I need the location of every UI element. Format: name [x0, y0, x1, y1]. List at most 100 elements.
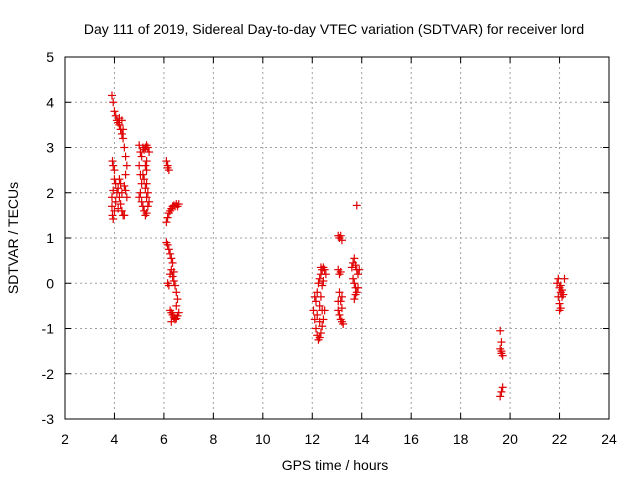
data-point	[163, 213, 172, 222]
data-point	[108, 157, 117, 166]
data-point	[310, 315, 319, 324]
data-point	[318, 281, 327, 290]
data-point	[315, 317, 324, 326]
data-point	[116, 200, 125, 209]
data-point	[169, 276, 178, 285]
x-tick-label: 20	[502, 431, 518, 447]
data-point	[142, 193, 151, 202]
data-point	[166, 306, 175, 315]
data-point	[335, 310, 344, 319]
x-tick-label: 18	[453, 431, 469, 447]
data-point	[174, 308, 183, 317]
axis-ticks	[64, 56, 610, 420]
x-tick-label: 24	[601, 431, 617, 447]
data-point	[109, 214, 118, 223]
data-point	[174, 200, 183, 209]
data-point	[319, 276, 328, 285]
data-point	[107, 193, 116, 202]
data-point	[339, 319, 348, 328]
data-point	[121, 170, 130, 179]
data-point	[117, 116, 126, 125]
data-point	[166, 249, 175, 258]
x-tick-label: 14	[354, 431, 370, 447]
data-point	[349, 274, 358, 283]
data-point	[168, 272, 177, 281]
data-point	[138, 170, 147, 179]
data-point	[137, 197, 146, 206]
data-point	[336, 231, 345, 240]
data-point	[337, 292, 346, 301]
data-point	[121, 152, 130, 161]
y-tick-label: 3	[46, 140, 54, 156]
data-point	[115, 175, 124, 184]
chart-title: Day 111 of 2019, Sidereal Day-to-day VTE…	[84, 21, 584, 37]
data-point	[145, 148, 154, 157]
data-point	[141, 184, 150, 193]
data-point	[313, 310, 322, 319]
data-point	[555, 299, 564, 308]
data-point	[172, 301, 181, 310]
x-tick-label: 10	[255, 431, 271, 447]
x-tick-label: 4	[111, 431, 119, 447]
data-point	[316, 263, 325, 272]
data-point	[137, 152, 146, 161]
data-point	[143, 143, 152, 152]
data-point	[354, 270, 363, 279]
data-point	[321, 270, 330, 279]
data-point	[558, 286, 567, 295]
data-point	[310, 292, 319, 301]
data-point	[498, 383, 507, 392]
y-tick-label: 4	[46, 94, 54, 110]
data-point	[315, 301, 324, 310]
data-point	[315, 333, 324, 342]
data-point	[497, 347, 506, 356]
data-point	[110, 166, 119, 175]
data-point	[559, 290, 568, 299]
y-tick-label: -3	[42, 411, 55, 427]
data-point	[164, 281, 173, 290]
data-point	[355, 265, 364, 274]
data-point	[162, 218, 171, 227]
data-point	[142, 209, 151, 218]
x-tick-label: 12	[304, 431, 320, 447]
data-point	[167, 317, 176, 326]
data-point	[135, 193, 144, 202]
y-tick-label: -1	[42, 321, 55, 337]
data-point	[120, 143, 129, 152]
y-tick-label: 2	[46, 185, 54, 201]
data-points	[107, 91, 569, 401]
y-tick-labels: -3 -2 -1 0 1 2 3 4 5	[42, 49, 55, 427]
data-point	[497, 338, 506, 347]
data-point	[119, 125, 128, 134]
data-point	[115, 193, 124, 202]
data-point	[554, 292, 563, 301]
data-point	[496, 392, 505, 401]
data-point	[121, 186, 130, 195]
data-point	[351, 290, 360, 299]
data-point	[109, 161, 118, 170]
data-point	[136, 188, 145, 197]
y-tick-label: -2	[42, 366, 55, 382]
data-point	[313, 288, 322, 297]
data-point	[318, 306, 327, 315]
data-point	[110, 107, 119, 116]
data-point	[164, 245, 173, 254]
data-point	[350, 295, 359, 304]
data-point	[498, 351, 507, 360]
data-point	[143, 202, 152, 211]
data-point	[334, 306, 343, 315]
data-point	[168, 258, 177, 267]
data-point	[140, 175, 149, 184]
data-point	[114, 204, 123, 213]
x-tick-label: 16	[403, 431, 419, 447]
data-point	[350, 279, 359, 288]
data-point	[135, 161, 144, 170]
x-tick-label: 8	[209, 431, 217, 447]
data-point	[117, 129, 126, 138]
data-point	[350, 254, 359, 263]
data-point	[316, 329, 325, 338]
data-point	[142, 179, 151, 188]
data-point	[120, 181, 129, 190]
data-point	[111, 197, 120, 206]
